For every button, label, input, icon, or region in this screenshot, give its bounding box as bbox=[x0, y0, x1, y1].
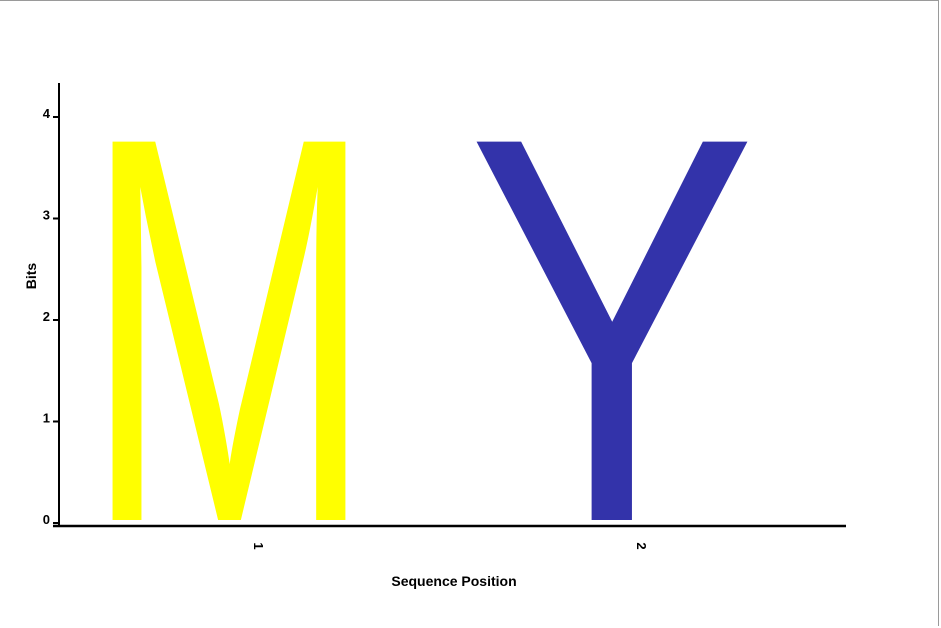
logo-letter-y: Y bbox=[467, 23, 757, 628]
x-tick-label: 2 bbox=[634, 542, 649, 549]
logo-letter-m: M bbox=[84, 22, 374, 628]
x-axis-title: Sequence Position bbox=[391, 573, 516, 589]
y-tick-label: 4 bbox=[43, 106, 51, 121]
y-tick-label: 1 bbox=[43, 411, 50, 426]
y-ticks: 0 1 2 3 4 bbox=[43, 106, 59, 527]
y-axis-title: Bits bbox=[23, 263, 39, 290]
y-tick-label: 3 bbox=[43, 208, 50, 223]
y-axis: 0 1 2 3 4 bbox=[43, 83, 60, 527]
x-tick-label: 1 bbox=[251, 542, 266, 549]
y-tick-label: 2 bbox=[43, 309, 50, 324]
y-tick-label: 0 bbox=[43, 512, 50, 527]
